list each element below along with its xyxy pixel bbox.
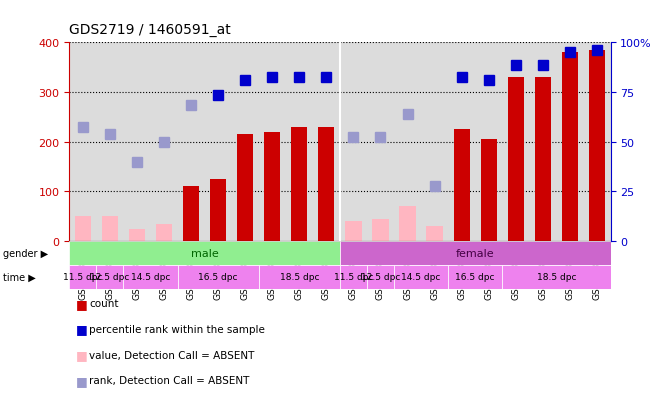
- Bar: [399, 207, 416, 242]
- Text: value, Detection Call = ABSENT: value, Detection Call = ABSENT: [89, 350, 255, 360]
- Bar: [291, 128, 308, 242]
- Bar: [178, 265, 259, 289]
- Text: 18.5 dpc: 18.5 dpc: [537, 273, 576, 282]
- Text: 14.5 dpc: 14.5 dpc: [131, 273, 170, 282]
- Bar: [453, 130, 470, 242]
- Text: ■: ■: [76, 297, 88, 310]
- Bar: [237, 135, 253, 242]
- Bar: [367, 265, 394, 289]
- Text: ■: ■: [76, 374, 88, 387]
- Bar: [123, 265, 178, 289]
- Bar: [508, 78, 524, 242]
- Text: ■: ■: [76, 323, 88, 336]
- Bar: [69, 242, 340, 265]
- Text: 16.5 dpc: 16.5 dpc: [199, 273, 238, 282]
- Text: male: male: [191, 249, 218, 259]
- Bar: [562, 53, 578, 242]
- Bar: [210, 180, 226, 242]
- Bar: [535, 78, 551, 242]
- Text: 11.5 dpc: 11.5 dpc: [334, 273, 373, 282]
- Bar: [480, 140, 497, 242]
- Bar: [264, 133, 280, 242]
- Bar: [102, 217, 118, 242]
- Bar: [426, 227, 443, 242]
- Bar: [156, 224, 172, 242]
- Text: GDS2719 / 1460591_at: GDS2719 / 1460591_at: [69, 23, 231, 37]
- Text: time ▶: time ▶: [3, 272, 36, 282]
- Text: ■: ■: [76, 348, 88, 361]
- Bar: [318, 128, 335, 242]
- Bar: [183, 187, 199, 242]
- Text: count: count: [89, 299, 119, 309]
- Text: 14.5 dpc: 14.5 dpc: [401, 273, 441, 282]
- Bar: [448, 265, 502, 289]
- Text: rank, Detection Call = ABSENT: rank, Detection Call = ABSENT: [89, 375, 249, 385]
- Text: gender ▶: gender ▶: [3, 249, 48, 259]
- Bar: [96, 265, 123, 289]
- Bar: [589, 51, 605, 242]
- Bar: [502, 265, 610, 289]
- Text: 11.5 dpc: 11.5 dpc: [63, 273, 102, 282]
- Bar: [75, 217, 91, 242]
- Bar: [69, 265, 96, 289]
- Text: percentile rank within the sample: percentile rank within the sample: [89, 324, 265, 334]
- Text: female: female: [456, 249, 494, 259]
- Bar: [340, 265, 367, 289]
- Bar: [394, 265, 448, 289]
- Text: 18.5 dpc: 18.5 dpc: [280, 273, 319, 282]
- Bar: [372, 219, 389, 242]
- Bar: [129, 229, 145, 242]
- Text: 12.5 dpc: 12.5 dpc: [361, 273, 400, 282]
- Text: 12.5 dpc: 12.5 dpc: [90, 273, 129, 282]
- Bar: [259, 265, 340, 289]
- Text: 16.5 dpc: 16.5 dpc: [455, 273, 495, 282]
- Bar: [340, 242, 624, 265]
- Bar: [345, 222, 362, 242]
